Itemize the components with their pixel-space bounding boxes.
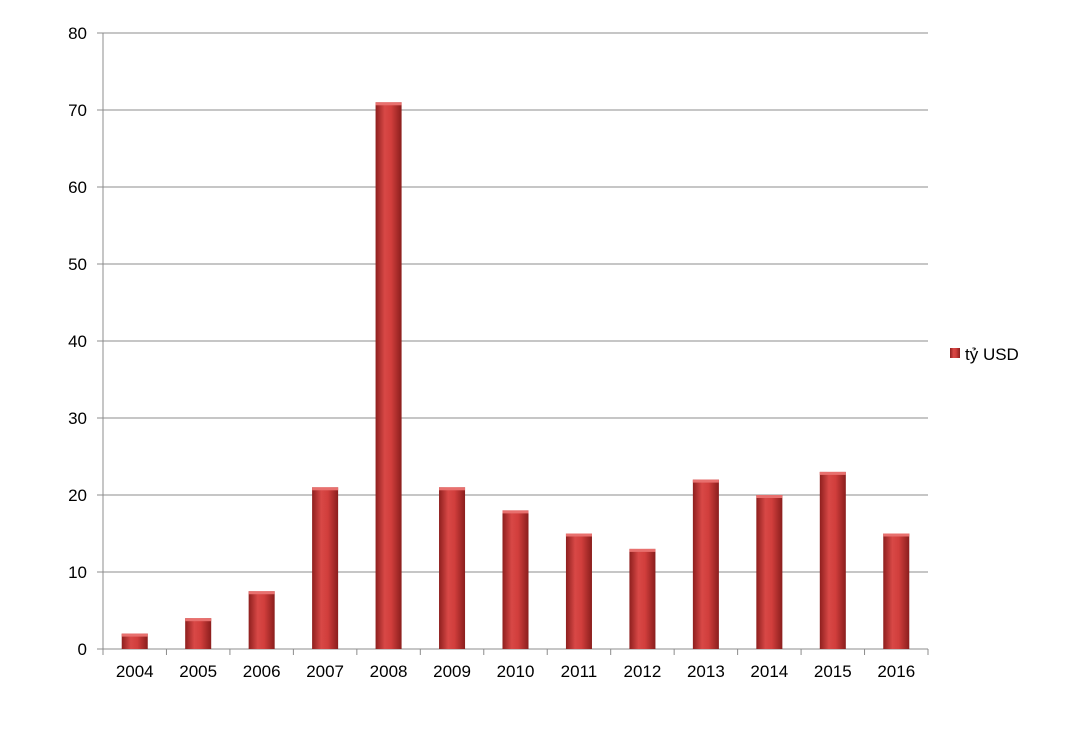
y-tick-label: 80 <box>68 24 87 43</box>
x-tick-label: 2008 <box>370 662 408 681</box>
legend-label: tỷ USD <box>965 345 1019 364</box>
bar-cap <box>121 633 148 637</box>
gridlines <box>103 32 928 573</box>
bar-cap <box>375 102 402 106</box>
bar-cap <box>502 510 529 514</box>
bar <box>629 548 656 649</box>
bar-cap <box>312 487 339 491</box>
x-tick-label: 2013 <box>687 662 725 681</box>
bar <box>121 633 148 649</box>
bar <box>248 591 275 649</box>
y-tick-label: 30 <box>68 409 87 428</box>
bar-cap <box>248 591 275 595</box>
legend-swatch <box>950 348 960 358</box>
x-tick-label: 2012 <box>624 662 662 681</box>
bar <box>565 533 592 649</box>
x-tick-label: 2015 <box>814 662 852 681</box>
y-tick-label: 10 <box>68 563 87 582</box>
bar <box>883 533 910 649</box>
y-tick-label: 50 <box>68 255 87 274</box>
bar-cap <box>883 533 910 537</box>
bar <box>312 487 339 649</box>
bar-cap <box>565 533 592 537</box>
bar-cap <box>756 495 783 498</box>
y-tick-label: 20 <box>68 486 87 505</box>
bar-cap <box>819 471 846 475</box>
x-tick-label: 2009 <box>433 662 471 681</box>
y-tick-label: 70 <box>68 101 87 120</box>
bar <box>185 618 212 649</box>
y-tick-label: 40 <box>68 332 87 351</box>
bar <box>502 510 529 649</box>
y-tick-labels: 0 10 20 30 40 50 60 70 80 <box>68 24 87 659</box>
bar-cap <box>185 618 212 622</box>
bar <box>819 471 846 649</box>
bar-cap <box>439 487 466 491</box>
x-tick-label: 2010 <box>497 662 535 681</box>
x-tick-label: 2006 <box>243 662 281 681</box>
bars <box>121 102 910 650</box>
x-tick-label: 2004 <box>116 662 154 681</box>
bar-cap <box>692 479 719 483</box>
bar <box>756 495 783 649</box>
bar <box>692 479 719 649</box>
x-tick-labels: 2004 2005 2006 2007 2008 2009 2010 2011 2012 2013… <box>116 662 915 681</box>
bar-cap <box>629 548 656 552</box>
x-tick-label: 2005 <box>179 662 217 681</box>
bar <box>439 487 466 649</box>
x-tick-label: 2014 <box>750 662 788 681</box>
x-tick-label: 2016 <box>877 662 915 681</box>
y-tick-label: 0 <box>78 640 87 659</box>
x-tick-label: 2011 <box>561 662 598 681</box>
x-tick-label: 2007 <box>306 662 344 681</box>
legend: tỷ USD <box>950 345 1019 364</box>
y-tick-label: 60 <box>68 178 87 197</box>
bar <box>375 102 402 650</box>
